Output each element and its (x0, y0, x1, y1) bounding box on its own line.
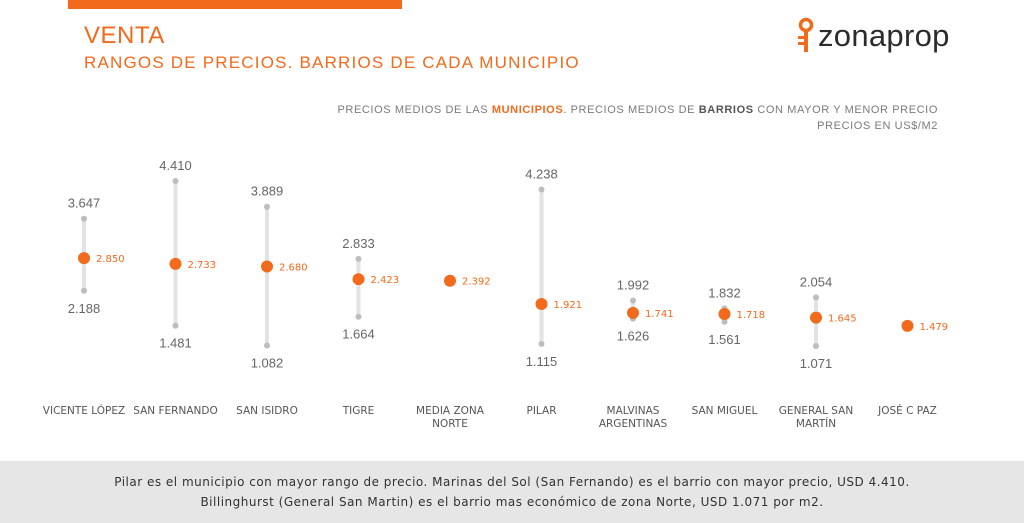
mean-label: 2.392 (462, 277, 491, 288)
category-label: GENERAL SAN MARTÍN (779, 405, 853, 430)
category-label: SAN FERNANDO (133, 405, 217, 417)
mean-point (169, 257, 182, 270)
min-label: 2.188 (68, 301, 101, 316)
mean-point (352, 273, 365, 286)
category-label: PILAR (527, 405, 557, 417)
zonaprop-logo: zonaprop (796, 14, 950, 58)
chart-note-line1: PRECIOS MEDIOS DE LAS MUNICIPIOS. PRECIO… (337, 102, 938, 118)
max-label: 1.992 (617, 277, 650, 292)
max-point (81, 215, 87, 222)
category-label-line: ARGENTINAS (599, 418, 668, 430)
mean-label: 2.733 (188, 260, 217, 271)
min-point (721, 318, 728, 325)
category-label-line: NORTE (432, 418, 468, 430)
mean-point (627, 306, 639, 319)
note-highlight-barrios: BARRIOS (698, 104, 754, 116)
chart-note-line2: PRECIOS EN US$/M2 (817, 120, 938, 132)
category-label: MEDIA ZONA NORTE (416, 405, 485, 430)
top-accent-bar (68, 0, 402, 9)
chart-note: PRECIOS MEDIOS DE LAS MUNICIPIOS. PRECIO… (337, 102, 938, 134)
min-label: 1.071 (800, 356, 833, 371)
footer-line1: Pilar es el municipio con mayor rango de… (114, 475, 910, 489)
category-label-line: MALVINAS (607, 405, 660, 417)
mean-point (535, 297, 548, 310)
min-point (264, 342, 270, 349)
category-label-line: MEDIA ZONA (416, 405, 485, 417)
max-point (172, 178, 179, 184)
max-label: 3.889 (251, 184, 284, 199)
price-range-chart: 3.647 2.188 2.850 VICENTE LÓPEZ 4.410 1.481 2.… (43, 158, 949, 430)
note-highlight-municipios: MUNICIPIOS (491, 104, 564, 116)
mean-label: 1.479 (920, 322, 949, 333)
category-label-line: SAN FERNANDO (133, 405, 217, 417)
category-label-line: MARTÍN (796, 417, 836, 430)
category-label: VICENTE LÓPEZ (43, 404, 125, 417)
min-point (538, 340, 545, 347)
mean-label: 1.741 (645, 309, 674, 320)
category-label-line: VICENTE LÓPEZ (43, 404, 125, 417)
max-label: 3.647 (68, 196, 101, 211)
max-label: 2.054 (800, 274, 833, 289)
min-label: 1.115 (526, 354, 558, 369)
note-text-1: PRECIOS MEDIOS DE LAS (337, 104, 492, 116)
category-label: JOSÉ C PAZ (877, 404, 937, 417)
mean-label: 1.718 (737, 310, 766, 321)
mean-point (810, 311, 822, 324)
category-label: SAN ISIDRO (236, 405, 298, 417)
category-label: SAN MIGUEL (692, 405, 758, 417)
min-point (813, 343, 819, 349)
max-point (630, 297, 636, 304)
max-label: 2.833 (342, 236, 375, 251)
mean-point (901, 319, 914, 332)
category-label: MALVINAS ARGENTINAS (599, 405, 668, 430)
max-label: 4.238 (525, 166, 558, 181)
category-label-line: TIGRE (342, 405, 375, 417)
max-label: 1.832 (708, 285, 741, 300)
mean-point (444, 274, 456, 287)
max-label: 4.410 (159, 158, 192, 173)
logo-text: zonaprop (818, 18, 950, 53)
min-point (355, 313, 362, 320)
min-label: 1.664 (342, 327, 375, 342)
mean-label: 1.645 (828, 314, 857, 325)
page-title: VENTA (84, 22, 165, 49)
category-label-line: SAN ISIDRO (236, 405, 298, 417)
mean-label: 2.850 (96, 254, 125, 265)
category-label: TIGRE (342, 405, 375, 417)
min-point (172, 322, 179, 329)
footer-summary: Pilar es el municipio con mayor rango de… (0, 461, 1024, 523)
max-point (538, 186, 545, 193)
min-label: 1.626 (617, 329, 650, 344)
note-text-3: CON MAYOR Y MENOR PRECIO (753, 104, 938, 116)
key-icon (798, 17, 814, 52)
mean-point (261, 260, 273, 273)
mean-label: 2.680 (279, 262, 308, 273)
min-label: 1.082 (251, 355, 284, 370)
mean-label: 2.423 (371, 275, 400, 286)
min-point (81, 287, 87, 294)
note-text-2: . PRECIOS MEDIOS DE (563, 104, 699, 116)
max-point (264, 203, 270, 210)
max-point (813, 294, 819, 301)
category-label-line: GENERAL SAN (779, 405, 853, 417)
mean-point (78, 252, 90, 265)
category-label-line: SAN MIGUEL (692, 405, 758, 417)
page-subtitle: RANGOS DE PRECIOS. BARRIOS DE CADA MUNIC… (84, 53, 580, 72)
min-label: 1.481 (159, 336, 192, 351)
mean-point (718, 308, 731, 321)
mean-label: 1.921 (554, 300, 583, 311)
footer-line2: Billinghurst (General San Martin) es el … (200, 495, 824, 509)
category-label-line: JOSÉ C PAZ (877, 404, 937, 417)
category-label-line: PILAR (527, 405, 557, 417)
min-label: 1.561 (708, 332, 741, 347)
max-point (355, 255, 362, 262)
